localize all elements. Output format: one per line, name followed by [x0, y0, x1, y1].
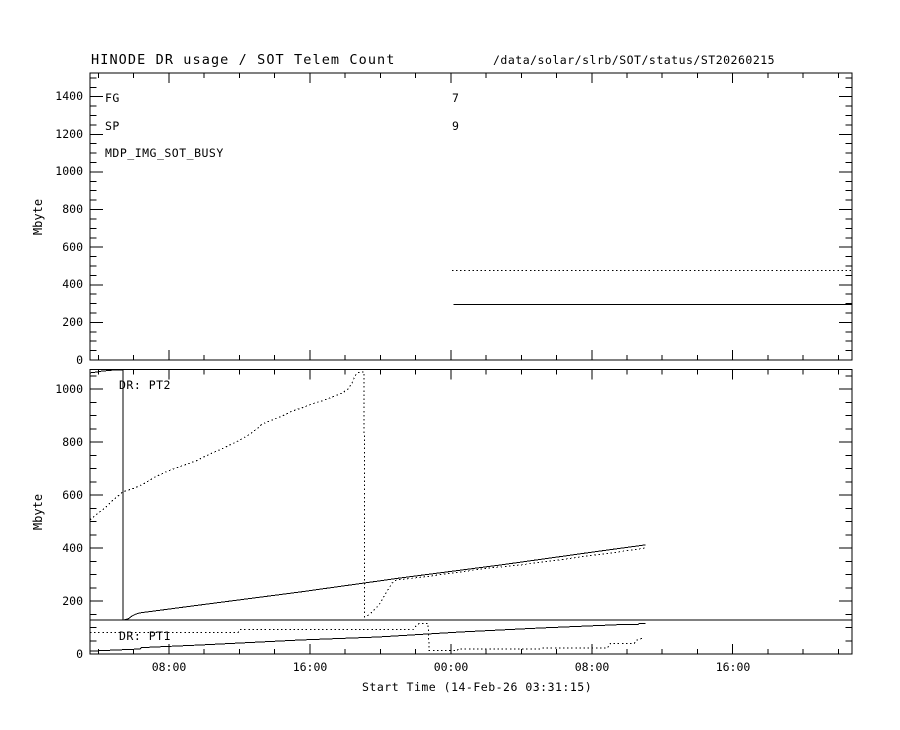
legend-busy-label: MDP_IMG_SOT_BUSY	[105, 146, 224, 160]
x-tick-label: 08:00	[574, 660, 610, 674]
file-path-label: /data/solar/slrb/SOT/status/ST20260215	[493, 53, 776, 67]
pt2-dotted	[89, 371, 646, 618]
pt2-solid	[89, 369, 646, 621]
panel1-y-tick-label: 600	[62, 240, 83, 254]
x-tick-label: 08:00	[151, 660, 187, 674]
legend-sp-label: SP	[105, 119, 120, 133]
panel2-y-tick-label: 200	[62, 594, 83, 608]
panel1-y-tick-label: 800	[62, 202, 83, 216]
panel1-y-tick-label: 1200	[55, 127, 83, 141]
pt1-solid	[89, 623, 646, 652]
panel2-pt1-label: DR: PT1	[119, 629, 171, 643]
legend-fg-label: FG	[105, 91, 120, 105]
pt1-dotted	[90, 623, 644, 652]
x-axis-title: Start Time (14-Feb-26 03:31:15)	[362, 680, 593, 694]
x-tick-label: 00:00	[433, 660, 469, 674]
panel1-y-tick-label: 1000	[55, 164, 83, 178]
legend-fg-value: 7	[452, 91, 460, 105]
panel2-y-tick-label: 600	[62, 488, 83, 502]
panel1-y-tick-label: 400	[62, 277, 83, 291]
panel1-y-axis-label: Mbyte	[31, 198, 45, 236]
panel2-y-tick-label: 400	[62, 541, 83, 555]
x-tick-label: 16:00	[715, 660, 751, 674]
panel1-y-tick-label: 200	[62, 315, 83, 329]
panel2-y-tick-label: 0	[76, 647, 83, 661]
panel2-pt2-label: DR: PT2	[119, 378, 171, 392]
page-title: HINODE DR usage / SOT Telem Count	[91, 52, 396, 68]
panel2-y-tick-label: 800	[62, 435, 83, 449]
legend-sp-value: 9	[452, 119, 460, 133]
panel1-y-tick-label: 0	[76, 353, 83, 367]
panel1-y-tick-label: 1400	[55, 89, 83, 103]
x-tick-label: 16:00	[292, 660, 328, 674]
panel2-y-tick-label: 1000	[55, 382, 83, 396]
